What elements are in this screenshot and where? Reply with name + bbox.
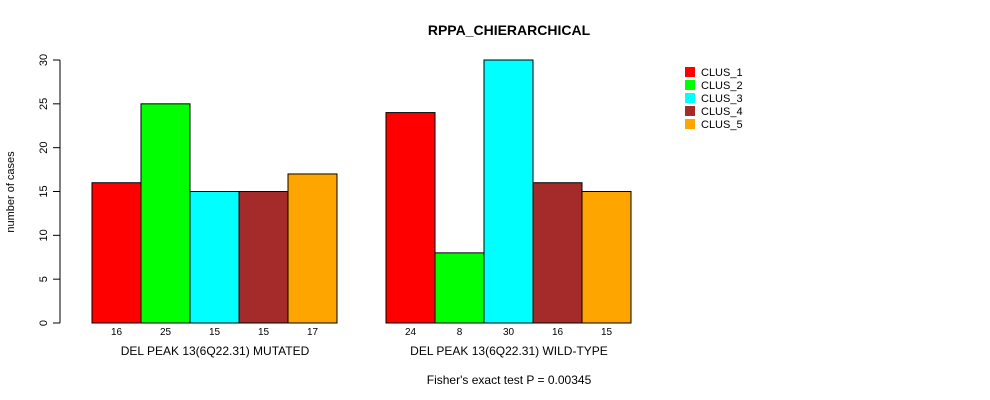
bars: 16 25 15 15 17 24 8 30 16 15 bbox=[91, 59, 632, 338]
bar-count-label: 16 bbox=[552, 327, 564, 338]
legend-label: CLUS_3 bbox=[701, 93, 743, 105]
y-tick-label: 30 bbox=[38, 54, 50, 66]
legend-swatch bbox=[685, 119, 695, 129]
bar-count-label: 30 bbox=[503, 327, 515, 338]
y-tick-label: 15 bbox=[38, 185, 50, 197]
legend-label: CLUS_1 bbox=[701, 67, 743, 79]
bar-clus-3 bbox=[189, 191, 240, 324]
bar-count-label: 15 bbox=[209, 327, 221, 338]
legend-swatch bbox=[685, 106, 695, 116]
y-tick-label: 20 bbox=[38, 142, 50, 154]
y-axis: 0 5 10 15 20 25 30 bbox=[38, 54, 61, 326]
y-tick-label: 0 bbox=[38, 320, 50, 326]
bar-clus-1 bbox=[91, 182, 142, 324]
group-label-mutated: DEL PEAK 13(6Q22.31) MUTATED bbox=[121, 344, 310, 358]
bar-clus-4 bbox=[532, 182, 583, 324]
legend-label: CLUS_4 bbox=[701, 106, 743, 118]
bar-count-label: 15 bbox=[258, 327, 270, 338]
bar-clus-2 bbox=[140, 103, 191, 324]
group-label-wild-type: DEL PEAK 13(6Q22.31) WILD-TYPE bbox=[410, 344, 608, 358]
y-tick-label: 10 bbox=[38, 229, 50, 241]
legend-swatch bbox=[685, 93, 695, 103]
bar-count-label: 24 bbox=[405, 327, 417, 338]
chart-title: RPPA_CHIERARCHICAL bbox=[428, 22, 591, 38]
bar-clus-5 bbox=[287, 173, 338, 324]
bar-count-label: 25 bbox=[160, 327, 172, 338]
legend-label: CLUS_2 bbox=[701, 80, 743, 92]
bar-count-label: 15 bbox=[601, 327, 613, 338]
y-axis-label: number of cases bbox=[5, 151, 17, 233]
bar-count-label: 8 bbox=[457, 327, 463, 338]
fisher-test-footnote: Fisher's exact test P = 0.00345 bbox=[427, 373, 592, 387]
y-tick-label: 5 bbox=[38, 276, 50, 282]
bar-count-label: 16 bbox=[111, 327, 123, 338]
y-tick-label: 25 bbox=[38, 98, 50, 110]
bar-clus-5 bbox=[581, 191, 632, 324]
bar-clus-3 bbox=[483, 59, 534, 324]
legend-label: CLUS_5 bbox=[701, 119, 743, 131]
bar-count-label: 17 bbox=[307, 327, 319, 338]
legend-swatch bbox=[685, 80, 695, 90]
bar-clus-2 bbox=[434, 252, 485, 324]
group-labels: DEL PEAK 13(6Q22.31) MUTATED DEL PEAK 13… bbox=[121, 344, 608, 358]
legend-swatch bbox=[685, 67, 695, 77]
bar-clus-4 bbox=[238, 191, 289, 324]
bar-clus-1 bbox=[385, 112, 436, 324]
